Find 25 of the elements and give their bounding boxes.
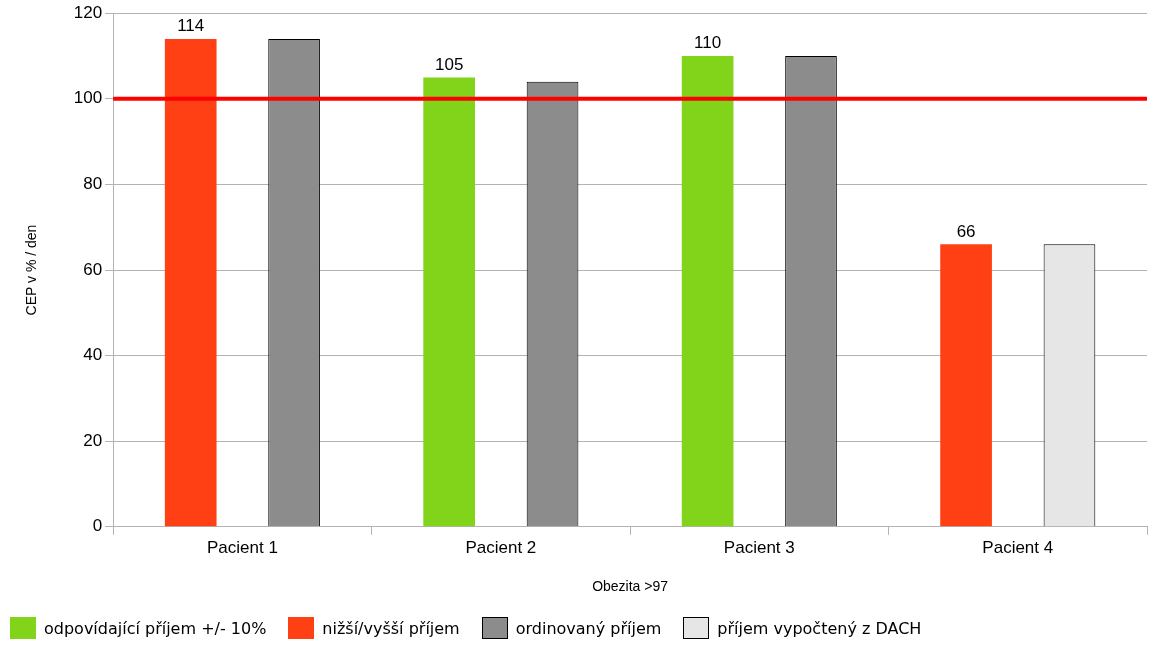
data-label: 110 [694, 33, 722, 53]
y-axis-title: CEP v % / den [23, 224, 40, 316]
bar [940, 244, 992, 527]
y-tick-label: 100 [73, 88, 103, 108]
y-tick-label: 60 [83, 259, 103, 279]
data-label: 114 [177, 16, 205, 36]
x-axis-title: Obezita >97 [592, 578, 669, 595]
x-tick-label: Pacient 2 [465, 537, 537, 557]
data-label: 105 [434, 54, 464, 74]
x-tick-label: Pacient 3 [723, 537, 795, 557]
legend-label: nižší/vyšší příjem [322, 618, 460, 638]
data-label: 66 [956, 221, 976, 241]
x-tick-label: Pacient 4 [982, 537, 1054, 557]
legend-label: odpovídající příjem +/- 10% [44, 618, 267, 638]
x-tick-label: Pacient 1 [206, 537, 278, 557]
y-tick-label: 20 [83, 430, 103, 450]
bar [164, 38, 217, 527]
y-tick-label: 80 [83, 174, 103, 194]
legend-label: příjem vypočtený z DACH [717, 618, 922, 638]
legend-label: ordinovaný příjem [515, 618, 662, 638]
y-tick-label: 40 [83, 345, 103, 365]
y-tick-label: 0 [92, 516, 103, 536]
bar [423, 77, 476, 527]
y-tick-label: 120 [73, 2, 103, 22]
bar [681, 56, 734, 527]
